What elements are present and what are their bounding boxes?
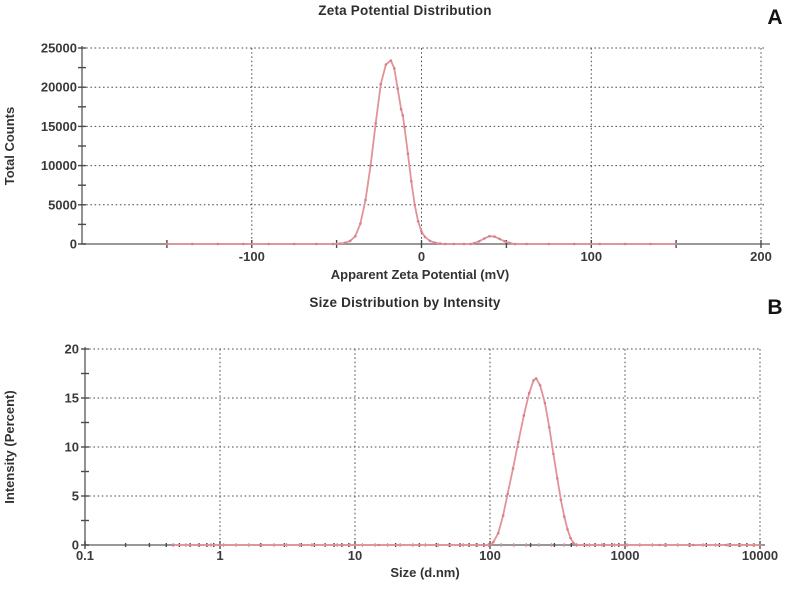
x-tick-label: 1	[216, 548, 223, 563]
gridlines	[85, 348, 761, 545]
y-tick-label: 10	[65, 440, 79, 455]
axes	[81, 46, 770, 245]
x-tick-label: 10000	[742, 548, 778, 563]
zeta-potential-trace-points	[165, 59, 678, 246]
chart-a-plot-area: -100 0 100 200 0 5000 10000 15000 20000 25000	[41, 41, 772, 265]
gridlines	[82, 47, 766, 244]
y-tick-label: 20	[65, 342, 79, 357]
tick-labels: 0.1 1 10 100 1000 10000 0 5 10 15 20	[65, 342, 779, 564]
size-distribution-panel: 0.1 1 10 100 1000 10000 0 5 10 15 20 Size Distribu…	[0, 292, 810, 593]
tick-marks	[78, 47, 762, 248]
size-distribution-chart: 0.1 1 10 100 1000 10000 0 5 10 15 20 Size Distribu…	[2, 295, 783, 580]
y-tick-label: 15	[65, 391, 79, 406]
x-tick-label: 0	[418, 249, 425, 264]
y-tick-label: 5	[72, 489, 79, 504]
chart-a-title: Zeta Potential Distribution	[318, 3, 491, 18]
panel-b-letter: B	[767, 296, 782, 319]
chart-b-x-axis-title: Size (d.nm)	[390, 565, 459, 580]
chart-b-title: Size Distribution by Intensity	[309, 295, 501, 310]
x-tick-label: -100	[239, 249, 265, 264]
y-tick-label: 5000	[48, 197, 77, 212]
y-tick-label: 20000	[41, 80, 77, 95]
size-intensity-trace-points	[171, 377, 762, 547]
x-tick-label: 100	[479, 548, 501, 563]
size-intensity-trace	[173, 377, 760, 546]
y-tick-label: 0	[70, 237, 77, 252]
y-tick-label: 15000	[41, 119, 77, 134]
tick-marks	[81, 348, 761, 549]
chart-a-x-axis-title: Apparent Zeta Potential (mV)	[331, 267, 509, 282]
chart-b-y-axis-title: Intensity (Percent)	[2, 390, 17, 503]
y-tick-label: 10000	[41, 158, 77, 173]
y-tick-label: 0	[72, 538, 79, 553]
zeta-potential-chart: -100 0 100 200 0 5000 10000 15000 20000 25000 Zet…	[2, 3, 783, 282]
panel-a-letter: A	[767, 6, 782, 29]
zeta-potential-panel: -100 0 100 200 0 5000 10000 15000 20000 25000 Zet…	[0, 0, 810, 292]
chart-b-plot-area: 0.1 1 10 100 1000 10000 0 5 10 15 20	[65, 342, 779, 564]
tick-labels: -100 0 100 200 0 5000 10000 15000 20000 25000	[41, 41, 772, 265]
x-tick-label: 1000	[611, 548, 640, 563]
x-tick-label: 0.1	[76, 548, 94, 563]
x-tick-label: 100	[580, 249, 602, 264]
y-tick-label: 25000	[41, 41, 77, 56]
x-tick-label: 10	[348, 548, 362, 563]
axes	[84, 347, 765, 546]
chart-a-y-axis-title: Total Counts	[2, 107, 17, 185]
x-tick-label: 200	[750, 249, 772, 264]
